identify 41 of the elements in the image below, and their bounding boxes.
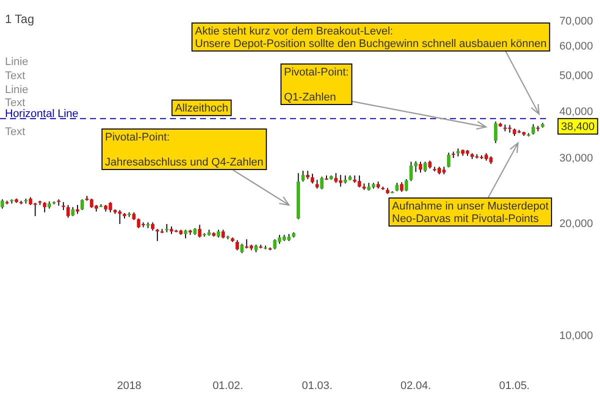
y-tick-label: 50,000	[559, 70, 593, 82]
y-tick-label: 70,000	[559, 15, 593, 28]
candlestick	[66, 204, 70, 218]
annotation: Text	[5, 97, 26, 109]
annotation: Pivotal-Point: Q1-Zahlen	[284, 66, 349, 104]
y-tick-label: 40,000	[559, 106, 593, 118]
ref-line-label: Horizontal Line	[5, 108, 78, 120]
annotation: Text	[5, 70, 26, 82]
annotation: Linie	[5, 56, 28, 68]
x-tick-label: 01.03.	[302, 380, 332, 392]
candlestick	[42, 202, 46, 213]
y-tick-label: 20,000	[559, 218, 593, 230]
annotation: Text	[5, 126, 26, 138]
candlestick	[320, 176, 324, 190]
annotation: Aufnahme in unser Musterdepot Neo-Darvas mit Pivotal-Points	[392, 200, 549, 225]
annotation: Allzeithoch	[175, 102, 228, 115]
candlestick	[156, 228, 160, 242]
annotation: Pivotal-Point: Jahresabschluss und Q4-Zahlen	[105, 132, 264, 168]
candlestick	[310, 173, 314, 184]
x-tick-label: 01.05.	[499, 380, 530, 392]
text: 38,400	[561, 121, 595, 134]
x-tick-label: 2018	[116, 380, 142, 392]
candlestick	[0, 198, 4, 210]
candlestick	[404, 178, 408, 192]
candlestick	[80, 198, 84, 211]
candlestick	[273, 238, 277, 250]
candlestick	[532, 124, 535, 135]
text: 1 Tag	[5, 12, 34, 26]
x-tick-label: 01.02.	[212, 380, 244, 392]
annotation: Linie	[5, 84, 28, 96]
candlestick	[423, 161, 427, 172]
candlestick	[236, 240, 239, 251]
candlestick	[494, 121, 498, 144]
y-tick-label: 10,000	[559, 330, 593, 342]
candlestick	[198, 224, 202, 238]
x-tick-label: 02.04.	[400, 380, 432, 392]
y-tick-label: 30,000	[559, 152, 593, 164]
y-tick-label: 60,000	[559, 40, 593, 52]
annotation: Aktie steht kurz vor dem Breakout-Level: Unsere Depot-Position sollte den Buchgewinn schnell ausbauen können	[195, 26, 547, 50]
candlestick	[446, 152, 450, 168]
candlestick	[400, 182, 404, 192]
